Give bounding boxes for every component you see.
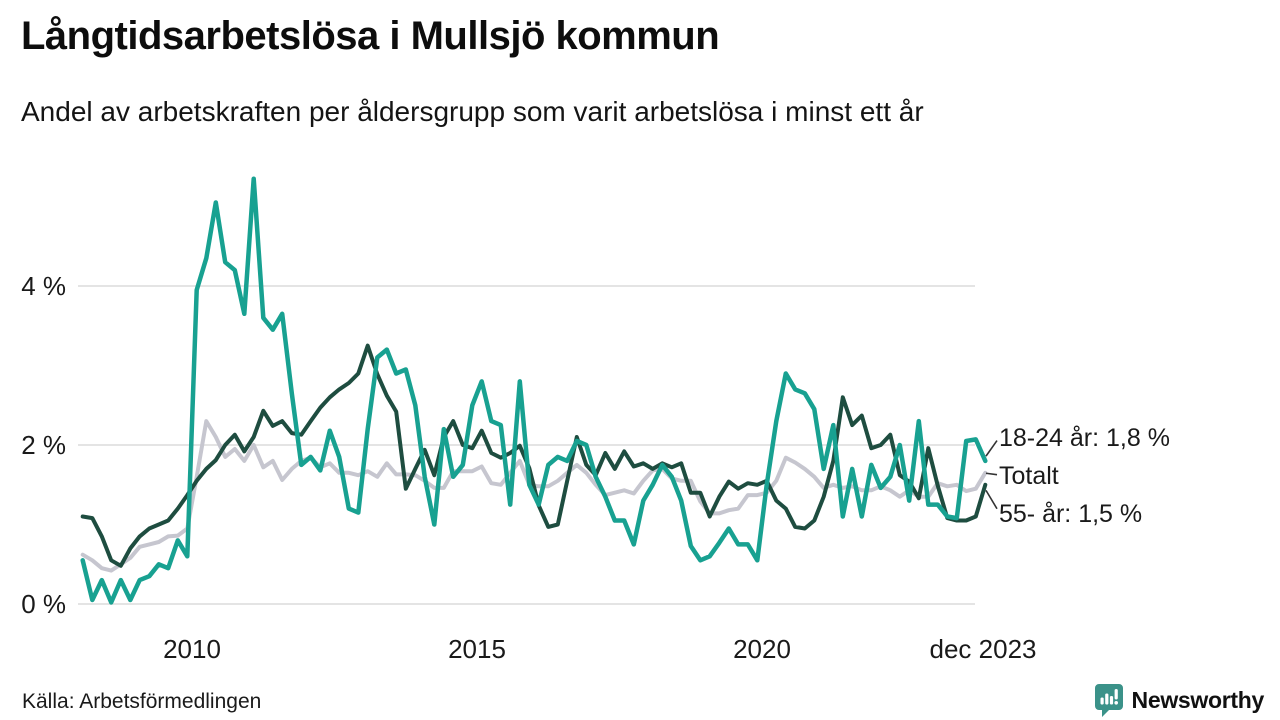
- leader-line-teal: [985, 440, 998, 457]
- source-note: Källa: Arbetsförmedlingen: [22, 690, 262, 713]
- x-tick-2015: 2015: [448, 634, 506, 664]
- series-label-totalt: Totalt: [999, 462, 1059, 490]
- y-tick-4: 4 %: [21, 271, 66, 301]
- series-label-55: 55- år: 1,5 %: [999, 500, 1142, 528]
- newsworthy-bubble-icon: [1094, 684, 1123, 717]
- y-tick-0: 0 %: [21, 589, 66, 619]
- series-lines: [80, 176, 988, 605]
- label-leader-lines: [985, 440, 998, 510]
- series-line-teal: [80, 176, 988, 605]
- x-tick-dec-2023: dec 2023: [930, 634, 1037, 664]
- page-title: Långtidsarbetslösa i Mullsjö kommun: [21, 14, 720, 58]
- series-label-18-24: 18-24 år: 1,8 %: [999, 424, 1170, 452]
- page-subtitle: Andel av arbetskraften per åldersgrupp s…: [21, 96, 924, 127]
- x-tick-2010: 2010: [163, 634, 221, 664]
- y-tick-2: 2 %: [21, 430, 66, 460]
- series-line-dark_green: [80, 343, 988, 568]
- leader-line-gray: [985, 472, 998, 476]
- newsworthy-logo: Newsworthy: [1094, 684, 1265, 717]
- newsworthy-wordmark: Newsworthy: [1131, 687, 1265, 713]
- x-tick-2020: 2020: [733, 634, 791, 664]
- leader-line-dark_green: [985, 489, 998, 510]
